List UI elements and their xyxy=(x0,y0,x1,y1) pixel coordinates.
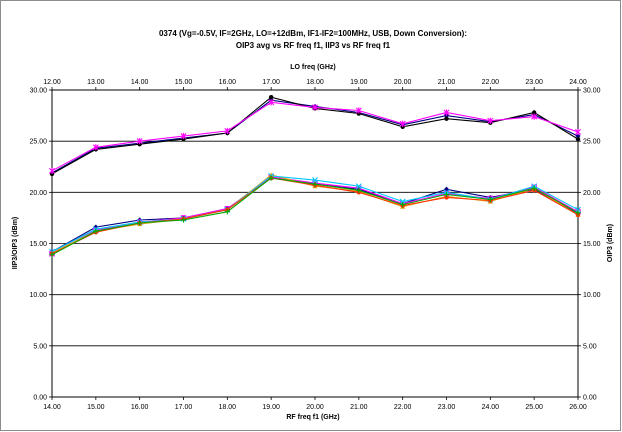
y-tick-label-right: 20.00 xyxy=(583,190,601,197)
x-tick-label-bottom: 20.00 xyxy=(306,404,324,411)
data-point-9-1 xyxy=(49,252,55,258)
x-tick-label-top: 20.00 xyxy=(394,79,412,86)
data-point-3-11 xyxy=(487,117,494,124)
data-point-3-6 xyxy=(268,99,275,106)
x-tick-label-bottom: 14.00 xyxy=(43,404,61,411)
x-tick-label-bottom: 18.00 xyxy=(219,404,237,411)
x-tick-label-bottom: 21.00 xyxy=(350,404,368,411)
data-point-9-3 xyxy=(137,220,143,226)
data-point-9-10 xyxy=(443,191,450,197)
data-point-7-9 xyxy=(399,198,406,205)
data-point-3-4 xyxy=(180,132,187,140)
left-axis-title: IIP3/OIP3 (dBm) xyxy=(12,217,19,270)
x-tick-label-bottom: 19.00 xyxy=(262,404,280,411)
data-point-2-13 xyxy=(575,136,581,142)
x-tick-label-bottom: 25.00 xyxy=(525,404,543,411)
y-tick-label-left: 25.00 xyxy=(29,139,47,146)
chart-title-line2: OIP3 avg vs RF freq f1, IIP3 vs RF freq … xyxy=(236,41,391,50)
y-tick-label-right: 15.00 xyxy=(583,241,601,248)
x-tick-label-bottom: 23.00 xyxy=(438,404,456,411)
data-point-7-7 xyxy=(312,177,318,184)
x-tick-label-top: 14.00 xyxy=(131,79,149,86)
data-point-9-8 xyxy=(356,187,362,193)
x-tick-label-top: 12.00 xyxy=(43,79,61,86)
data-point-9-13 xyxy=(575,210,581,216)
x-tick-label-top: 24.00 xyxy=(569,79,587,86)
data-point-9-2 xyxy=(93,228,99,234)
data-point-3-10 xyxy=(443,109,450,116)
y-tick-label-right: 0.00 xyxy=(583,395,597,402)
x-tick-label-top: 22.00 xyxy=(482,79,500,86)
plot-area: 0.00 0.00 5.00 5.00 10.00 10.00 15.00 15.00 20.0… xyxy=(29,79,600,411)
data-point-2-10 xyxy=(444,116,449,121)
data-point-9-12 xyxy=(531,185,537,191)
x-tick-label-top: 21.00 xyxy=(438,79,456,86)
data-point-3-12 xyxy=(531,113,538,120)
data-point-9-7 xyxy=(312,181,318,187)
y-tick-label-left: 10.00 xyxy=(29,292,47,299)
chart-title-line1: 0374 (Vg=-0.5V, IF=2GHz, LO=+12dBm, IF1-… xyxy=(159,29,467,38)
data-point-9-5 xyxy=(224,209,230,215)
x-tick-label-top: 13.00 xyxy=(87,79,105,86)
x-tick-label-bottom: 16.00 xyxy=(131,404,149,411)
data-point-3-13 xyxy=(575,128,581,136)
data-point-3-7 xyxy=(312,104,318,111)
x-tick-label-top: 19.00 xyxy=(350,79,368,86)
data-point-3-8 xyxy=(355,107,362,114)
data-point-3-9 xyxy=(399,120,406,127)
y-tick-label-right: 10.00 xyxy=(583,292,601,299)
y-tick-label-left: 5.00 xyxy=(33,343,47,350)
y-tick-label-right: 25.00 xyxy=(583,139,601,146)
data-point-9-9 xyxy=(400,202,406,208)
data-point-2-12 xyxy=(531,110,537,115)
x-tick-label-top: 23.00 xyxy=(525,79,543,86)
data-point-3-5 xyxy=(224,127,231,135)
x-tick-label-bottom: 26.00 xyxy=(569,404,587,411)
data-point-8-10 xyxy=(444,195,449,200)
x-tick-label-top: 17.00 xyxy=(262,79,280,86)
y-tick-label-left: 15.00 xyxy=(29,241,47,248)
x-tick-label-bottom: 15.00 xyxy=(87,404,105,411)
y-tick-label-left: 0.00 xyxy=(33,395,47,402)
right-axis-title: OIP3 (dBm) xyxy=(607,224,614,262)
x-tick-label-top: 18.00 xyxy=(306,79,324,86)
data-point-9-4 xyxy=(180,217,187,223)
top-axis-title: LO freq (GHz) xyxy=(290,64,336,71)
data-point-9-6 xyxy=(268,175,274,181)
x-tick-label-top: 15.00 xyxy=(175,79,193,86)
data-point-3-3 xyxy=(136,138,143,145)
x-tick-label-bottom: 17.00 xyxy=(175,404,193,411)
y-tick-label-right: 30.00 xyxy=(583,88,601,95)
bottom-axis-title: RF freq f1 (GHz) xyxy=(286,414,339,421)
data-point-2-6 xyxy=(268,94,274,100)
data-point-3-2 xyxy=(92,144,99,151)
y-tick-label-left: 30.00 xyxy=(29,88,47,95)
data-point-9-11 xyxy=(487,196,493,203)
data-point-3-1 xyxy=(49,167,55,174)
x-tick-label-top: 16.00 xyxy=(219,79,237,86)
x-tick-label-bottom: 22.00 xyxy=(394,404,412,411)
y-tick-label-left: 20.00 xyxy=(29,190,47,197)
y-tick-label-right: 5.00 xyxy=(583,343,597,350)
data-point-7-8 xyxy=(355,183,362,190)
x-tick-label-bottom: 24.00 xyxy=(482,404,500,411)
